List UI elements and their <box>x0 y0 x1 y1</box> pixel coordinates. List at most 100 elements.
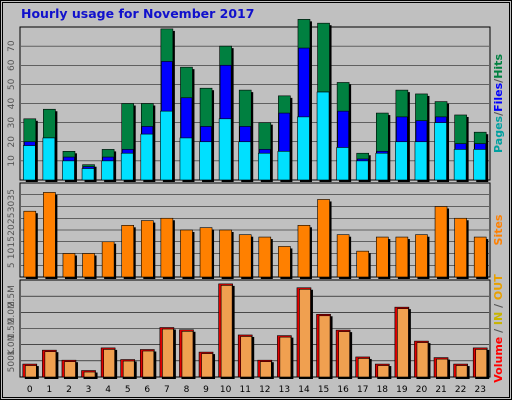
volume-out-bar <box>259 361 272 378</box>
legend-sep: / <box>492 300 505 312</box>
pages-bar <box>297 116 310 181</box>
y-tick-label-vol: 1.0M <box>7 334 17 356</box>
pages-bar <box>179 137 193 181</box>
x-tick-label: 5 <box>125 385 131 395</box>
x-tick-label: 22 <box>455 385 466 395</box>
sites-bar <box>395 236 409 278</box>
y-tick-label-pfh: 20 <box>7 136 17 148</box>
legend-files: Files <box>492 82 505 112</box>
volume-out-bar <box>142 350 155 378</box>
sites-bar <box>199 227 213 278</box>
sites-bar <box>297 225 311 278</box>
legend-pfh: Pages/Files/Hits <box>492 54 505 153</box>
legend-pages: Pages <box>492 115 505 153</box>
pages-bar <box>375 152 389 181</box>
pages-bar <box>257 152 271 181</box>
pages-bar <box>453 149 467 181</box>
y-tick-label-pfh: 30 <box>7 117 17 129</box>
chart-title: Hourly usage for November 2017 <box>21 6 255 21</box>
x-tick-label: 2 <box>66 385 72 395</box>
pages-bar <box>434 122 447 181</box>
y-tick-label-pfh: 10 <box>7 155 17 167</box>
volume-out-bar <box>318 315 331 378</box>
sites-bar <box>219 229 232 278</box>
volume-out-bar <box>299 288 311 378</box>
x-tick-label: 14 <box>298 385 310 395</box>
sites-bar <box>434 206 448 278</box>
y-tick-label-sites: 35 <box>7 189 17 200</box>
sites-bar <box>415 234 428 278</box>
x-tick-label: 20 <box>416 385 428 395</box>
volume-out-bar <box>455 365 468 378</box>
pages-bar <box>160 110 173 181</box>
pages-bar <box>473 149 487 181</box>
y-tick-label-sites: 5 <box>7 262 17 268</box>
volume-out-bar <box>475 349 488 378</box>
x-tick-label: 0 <box>27 385 33 395</box>
legend-out: OUT <box>492 274 505 300</box>
sites-bar <box>375 236 389 278</box>
sites-bar <box>82 253 95 278</box>
pages-bar <box>22 145 36 181</box>
sites-bar <box>317 199 330 278</box>
pages-bar <box>140 133 154 181</box>
x-tick-label: 23 <box>474 385 485 395</box>
volume-out-bar <box>279 336 292 378</box>
sites-bar <box>278 246 291 278</box>
x-tick-label: 12 <box>259 385 270 395</box>
volume-out-bar <box>338 331 350 378</box>
sites-bar <box>180 229 193 278</box>
pages-bar <box>62 160 75 181</box>
sites-bar <box>62 253 76 278</box>
x-tick-label: 1 <box>47 385 53 395</box>
x-tick-label: 17 <box>357 385 368 395</box>
x-tick-label: 8 <box>184 385 190 395</box>
x-tick-label: 3 <box>86 385 92 395</box>
x-tick-label: 19 <box>396 385 408 395</box>
pages-bar <box>277 151 291 181</box>
volume-out-bar <box>103 349 115 378</box>
sites-bar <box>121 225 135 278</box>
y-tick-label-sites: 10 <box>7 248 17 260</box>
x-tick-label: 21 <box>435 385 446 395</box>
y-tick-label-sites: 20 <box>7 224 17 236</box>
sites-bar <box>336 234 350 278</box>
legend-sites-label: Sites <box>492 214 505 245</box>
sites-bar <box>43 192 56 278</box>
volume-out-bar <box>64 361 76 378</box>
sites-bar <box>238 234 252 278</box>
pages-bar <box>218 118 232 181</box>
sites-bar <box>473 236 487 278</box>
x-tick-label: 15 <box>318 385 329 395</box>
legend-volume: Volume <box>492 337 505 383</box>
sites-bar <box>101 241 115 278</box>
pages-bar <box>238 141 252 181</box>
x-tick-label: 9 <box>203 385 209 395</box>
y-tick-label-vol: 1.5M <box>7 317 17 339</box>
volume-out-bar <box>397 308 409 378</box>
x-tick-label: 6 <box>144 385 150 395</box>
x-tick-label: 13 <box>279 385 290 395</box>
pages-bar <box>42 137 56 181</box>
sites-bar <box>356 250 370 278</box>
legend-sep: / <box>492 111 505 116</box>
y-tick-label-vol: 2.0M <box>7 301 17 323</box>
volume-out-bar <box>416 342 429 378</box>
pages-bar <box>101 160 114 181</box>
pages-bar <box>316 91 330 181</box>
legend-sites: Sites <box>492 214 505 245</box>
pages-bar <box>336 147 349 181</box>
pages-bar <box>199 141 212 181</box>
legend-sep: / <box>492 325 505 337</box>
y-tick-label-vol: 500K <box>7 348 17 372</box>
pages-bar <box>395 141 408 181</box>
legend-sep: / <box>492 78 505 83</box>
volume-out-bar <box>220 285 233 378</box>
x-tick-label: 16 <box>337 385 349 395</box>
y-tick-label-pfh: 40 <box>7 98 17 110</box>
pages-bar <box>81 168 95 181</box>
x-tick-label: 11 <box>239 385 250 395</box>
legend-volume-label: Volume / IN / OUT <box>492 274 505 383</box>
x-tick-label: 10 <box>220 385 232 395</box>
